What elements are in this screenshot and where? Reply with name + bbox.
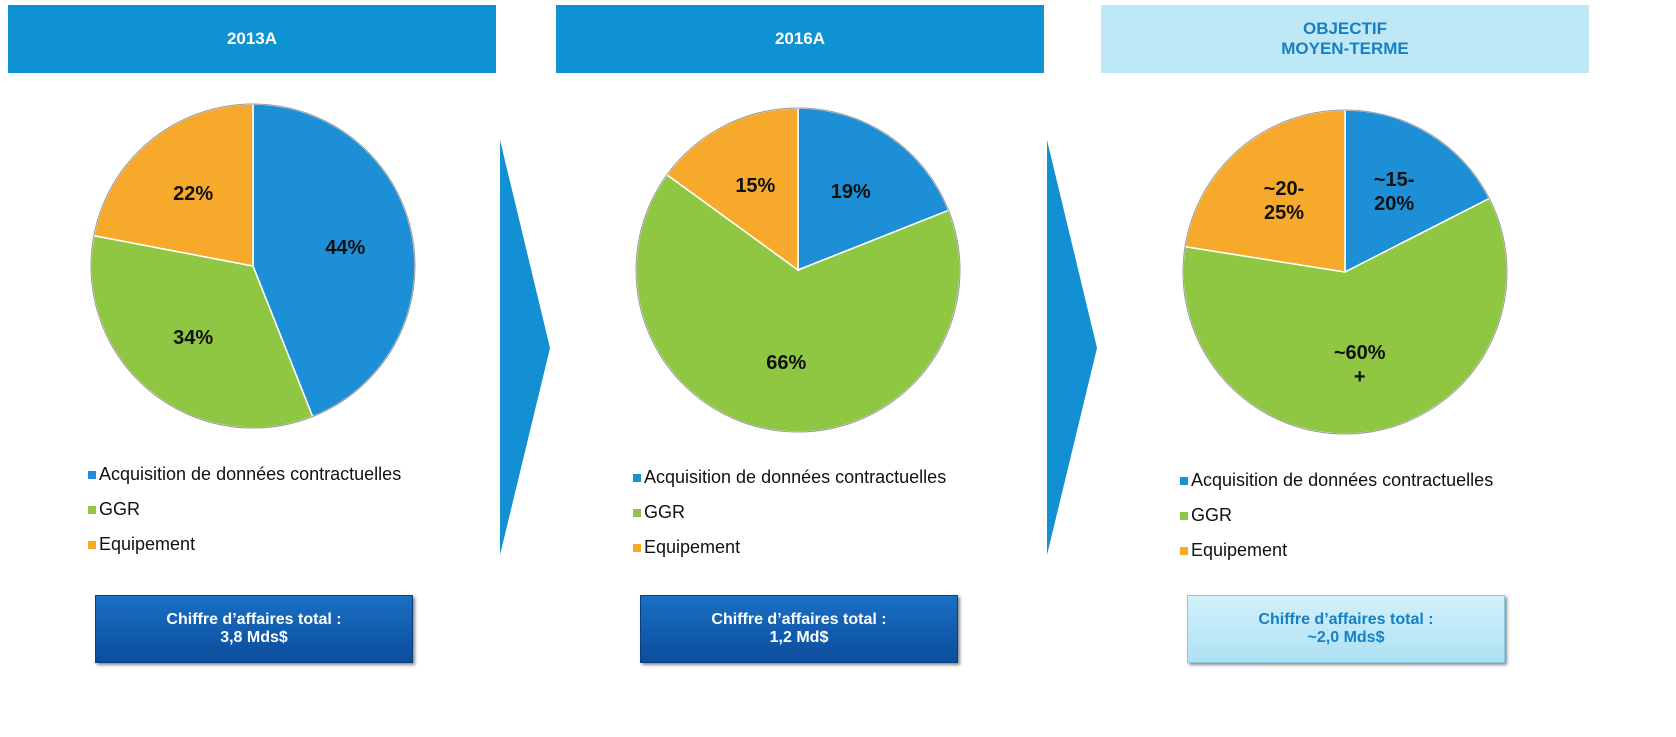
- total-box: Chiffre d’affaires total :3,8 Mds$: [95, 595, 413, 663]
- legend-swatch: [1180, 546, 1188, 555]
- total-text: Chiffre d’affaires total :: [1258, 611, 1434, 628]
- legend-label: GGR: [644, 502, 686, 522]
- legend-item: Acquisition de données contractuelles: [88, 464, 401, 485]
- total-text: ~2,0 Mds$: [1307, 629, 1385, 646]
- legend-swatch: [1180, 511, 1188, 520]
- total-box: Chiffre d’affaires total :1,2 Md$: [640, 595, 958, 663]
- total-box: Chiffre d’affaires total : ~2,0 Mds$: [1187, 595, 1505, 663]
- legend-swatch: [88, 540, 96, 549]
- total-text: 1,2 Md$: [769, 629, 829, 646]
- legend-swatch: [1180, 476, 1188, 485]
- data-label: ~20-25%: [1263, 177, 1305, 224]
- legend-item: Acquisition de données contractuelles: [633, 467, 946, 488]
- legend-item: GGR: [88, 499, 140, 520]
- legend-label: Equipement: [644, 537, 741, 557]
- legend-item: Equipement: [88, 534, 195, 555]
- arrow: [500, 140, 550, 555]
- pie-outline: [635, 107, 961, 433]
- pie-outline: [1182, 109, 1508, 435]
- column-header: 2016A: [556, 5, 1044, 73]
- legend-swatch: [88, 470, 96, 479]
- legend-item: Equipement: [1180, 540, 1287, 561]
- legend-label: Acquisition de données contractuelles: [644, 467, 947, 487]
- legend-swatch: [633, 473, 641, 482]
- header-title: OBJECTIF MOYEN-TERME: [1281, 19, 1409, 58]
- legend-label: Acquisition de données contractuelles: [1191, 470, 1494, 490]
- legend-item: GGR: [633, 502, 685, 523]
- legend-label: Equipement: [99, 534, 196, 554]
- legend-swatch: [633, 508, 641, 517]
- legend-swatch: [88, 505, 96, 514]
- legend-item: Acquisition de données contractuelles: [1180, 470, 1493, 491]
- column-header: 2013A: [8, 5, 496, 73]
- legend-item: GGR: [1180, 505, 1232, 526]
- legend-label: GGR: [1191, 505, 1233, 525]
- data-label: ~15-20%: [1373, 168, 1415, 215]
- header-title: 2013A: [226, 29, 278, 48]
- data-label: 22%: [173, 182, 214, 205]
- column-header: OBJECTIF MOYEN-TERME: [1101, 5, 1589, 73]
- legend-item: Equipement: [633, 537, 740, 558]
- header-title: 2016A: [774, 29, 826, 48]
- data-label: 66%: [766, 352, 807, 375]
- legend-label: GGR: [99, 499, 141, 519]
- legend-label: Equipement: [1191, 540, 1288, 560]
- pie-outline: [90, 103, 416, 429]
- data-label: 19%: [830, 181, 871, 204]
- data-label: ~60% +: [1333, 341, 1386, 388]
- data-label: 44%: [325, 237, 366, 260]
- legend-label: Acquisition de données contractuelles: [99, 464, 402, 484]
- total-text: Chiffre d’affaires total :: [166, 611, 342, 628]
- data-label: 15%: [735, 175, 776, 198]
- data-label: 34%: [173, 327, 214, 350]
- total-text: 3,8 Mds$: [220, 629, 288, 646]
- arrow: [1047, 140, 1097, 555]
- total-text: Chiffre d’affaires total :: [711, 611, 887, 628]
- legend-swatch: [633, 543, 641, 552]
